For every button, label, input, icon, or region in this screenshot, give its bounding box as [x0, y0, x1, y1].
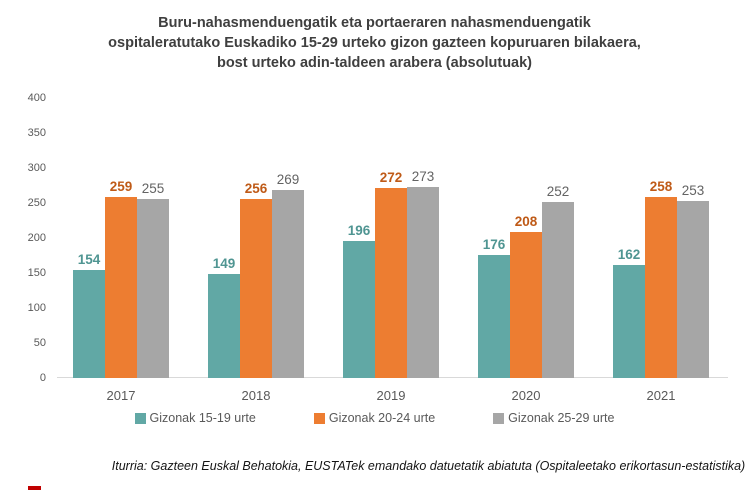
bar-gizonak-15-19-urte-2020 [478, 255, 510, 378]
value-label-gizonak-25-29-urte-2018: 269 [276, 172, 300, 187]
bar-gizonak-15-19-urte-2021 [613, 265, 645, 378]
chart-title: Buru-nahasmenduengatik eta portaeraren n… [0, 13, 749, 73]
value-label-gizonak-25-29-urte-2017: 255 [141, 181, 165, 196]
y-axis-tick-label-250: 250 [27, 197, 46, 209]
bar-gizonak-20-24-urte-2017 [105, 197, 137, 378]
x-axis-label-2019: 2019 [376, 388, 406, 403]
legend-label: Gizonak 15-19 urte [149, 411, 256, 425]
x-axis-label-2017: 2017 [106, 388, 136, 403]
value-label-gizonak-15-19-urte-2017: 154 [77, 252, 101, 267]
value-label-gizonak-20-24-urte-2021: 258 [649, 179, 673, 194]
y-axis-tick-label-50: 50 [33, 337, 46, 349]
y-axis-tick-label-350: 350 [27, 127, 46, 139]
value-label-gizonak-20-24-urte-2017: 259 [109, 179, 133, 194]
source-note: Iturria: Gazteen Euskal Behatokia, EUSTA… [111, 459, 746, 473]
y-axis-tick-label-100: 100 [27, 302, 46, 314]
legend-item-25-29: Gizonak 25-29 urte [493, 411, 614, 425]
legend-item-15-19: Gizonak 15-19 urte [134, 411, 256, 425]
bar-gizonak-20-24-urte-2021 [645, 197, 677, 378]
y-axis-tick-label-400: 400 [27, 92, 46, 104]
value-label-gizonak-20-24-urte-2020: 208 [514, 214, 538, 229]
x-axis-label-2021: 2021 [646, 388, 676, 403]
bar-gizonak-25-29-urte-2019 [407, 187, 439, 378]
bar-gizonak-25-29-urte-2021 [677, 201, 709, 378]
y-axis-tick-label-0: 0 [39, 372, 46, 384]
bar-gizonak-20-24-urte-2018 [240, 199, 272, 378]
bar-gizonak-20-24-urte-2019 [375, 188, 407, 378]
legend-swatch-orange [313, 412, 325, 424]
value-label-gizonak-15-19-urte-2020: 176 [482, 237, 506, 252]
x-axis-label-2020: 2020 [511, 388, 541, 403]
chart-title-line-3: bost urteko adin-taldeen arabera (absolu… [216, 55, 533, 71]
chart-title-line-2: ospitaleratutako Euskadiko 15-29 urteko … [108, 35, 641, 51]
bar-gizonak-20-24-urte-2020 [510, 232, 542, 378]
bar-gizonak-25-29-urte-2018 [272, 190, 304, 378]
value-label-gizonak-15-19-urte-2018: 149 [212, 256, 236, 271]
legend-swatch-teal [134, 412, 146, 424]
legend-label: Gizonak 25-29 urte [508, 411, 615, 425]
value-label-gizonak-15-19-urte-2019: 196 [347, 223, 371, 238]
bar-gizonak-15-19-urte-2018 [208, 274, 240, 378]
legend-label: Gizonak 20-24 urte [328, 411, 436, 425]
bar-gizonak-15-19-urte-2019 [343, 241, 375, 378]
bar-gizonak-25-29-urte-2017 [137, 199, 169, 378]
legend-item-20-24: Gizonak 20-24 urte [313, 411, 436, 425]
value-label-gizonak-25-29-urte-2020: 252 [546, 184, 570, 199]
y-axis-tick-label-300: 300 [27, 162, 46, 174]
cropped-logo-fragment [28, 486, 41, 490]
x-axis-label-2018: 2018 [241, 388, 271, 403]
legend: Gizonak 15-19 urte Gizonak 20-24 urte Gi… [0, 411, 749, 425]
bar-gizonak-25-29-urte-2020 [542, 202, 574, 378]
value-label-gizonak-25-29-urte-2021: 253 [681, 183, 705, 198]
bar-gizonak-15-19-urte-2017 [73, 270, 105, 378]
value-label-gizonak-20-24-urte-2018: 256 [244, 181, 268, 196]
y-axis-tick-label-200: 200 [27, 232, 46, 244]
value-label-gizonak-20-24-urte-2019: 272 [379, 170, 403, 185]
value-label-gizonak-25-29-urte-2019: 273 [411, 169, 435, 184]
value-label-gizonak-15-19-urte-2021: 162 [617, 247, 641, 262]
legend-swatch-gray [493, 412, 505, 424]
chart-title-line-1: Buru-nahasmenduengatik eta portaeraren n… [158, 15, 591, 31]
y-axis-tick-label-150: 150 [27, 267, 46, 279]
